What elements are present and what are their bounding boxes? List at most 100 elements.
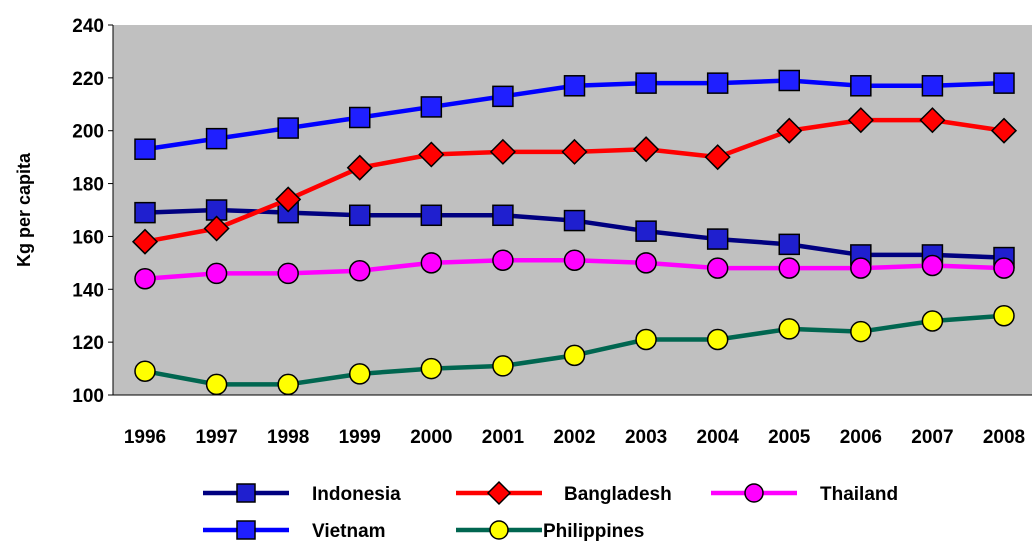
legend-marker-bangladesh	[486, 480, 512, 506]
indonesia-point	[134, 201, 156, 224]
thailand-point	[205, 262, 228, 285]
series-vietnam	[134, 69, 1015, 160]
y-tick-label: 100	[72, 386, 104, 407]
x-tick-label: 1997	[195, 427, 237, 448]
x-tick-label: 2004	[697, 427, 740, 448]
indonesia-point	[706, 228, 729, 250]
bangladesh-point	[418, 141, 445, 168]
vietnam-point	[420, 96, 443, 118]
legend-label-vietnam: Vietnam	[312, 521, 386, 542]
vietnam-point	[635, 72, 657, 94]
bangladesh-point	[561, 138, 588, 165]
series-bangladesh	[131, 107, 1018, 255]
thailand-point	[921, 254, 944, 277]
thailand-point	[492, 249, 514, 271]
x-axis: 1996 1997 1998 1999 2000 2001 2002 2003 2004 2005…	[113, 394, 1032, 448]
philippines-point	[563, 344, 586, 367]
vietnam-point	[492, 85, 514, 108]
vietnam-point	[778, 69, 800, 92]
thailand-point	[563, 249, 586, 271]
bangladesh-point	[776, 117, 803, 144]
x-tick-label: 1999	[339, 427, 381, 448]
thailand-point	[277, 262, 299, 285]
bangladesh-point	[990, 117, 1018, 144]
vietnam-point	[349, 106, 371, 129]
indonesia-point	[420, 204, 443, 227]
legend-marker-indonesia	[236, 483, 256, 503]
bangladesh-point	[919, 107, 946, 134]
legend-label-bangladesh: Bangladesh	[564, 484, 672, 505]
bangladesh-point	[704, 144, 731, 171]
thailand-point	[134, 267, 156, 290]
y-axis: 100 120 140 160 180 200 220 240	[72, 16, 114, 407]
x-tick-label: 2001	[482, 427, 525, 448]
indonesia-point	[349, 204, 371, 227]
thailand-point	[635, 252, 657, 274]
bangladesh-point	[633, 136, 660, 163]
x-tick-label: 2006	[840, 427, 882, 448]
series-thailand	[134, 249, 1015, 290]
philippines-point	[778, 318, 800, 340]
x-tick-label: 2002	[553, 427, 595, 448]
vietnam-point	[563, 75, 586, 97]
philippines-point	[921, 310, 944, 332]
vietnam-point	[205, 127, 228, 150]
philippines-point	[492, 355, 514, 377]
bangladesh-point	[489, 138, 516, 165]
y-tick-label: 140	[72, 280, 104, 301]
bangladesh-point	[275, 186, 302, 213]
indonesia-point	[563, 209, 586, 232]
x-tick-label: 1996	[124, 427, 166, 448]
thailand-point	[778, 257, 800, 279]
thailand-point	[850, 257, 872, 279]
y-tick-label: 200	[72, 122, 104, 143]
bangladesh-point	[346, 154, 373, 181]
philippines-point	[993, 304, 1015, 327]
vietnam-point	[277, 117, 299, 139]
bangladesh-point	[131, 228, 159, 255]
series-layer	[131, 69, 1018, 396]
indonesia-point	[492, 204, 514, 227]
legend-item-bangladesh: Bangladesh	[456, 480, 672, 506]
x-tick-label: 2007	[911, 427, 953, 448]
y-tick-label: 180	[72, 175, 104, 196]
legend-marker-vietnam	[236, 520, 256, 540]
x-tick-label: 2008	[983, 427, 1025, 448]
y-tick-label: 120	[72, 333, 104, 354]
x-tick-label: 1998	[267, 427, 309, 448]
y-tick-label: 220	[72, 69, 104, 90]
philippines-point	[205, 373, 228, 396]
vietnam-point	[921, 75, 944, 97]
philippines-point	[420, 357, 443, 380]
thailand-point	[706, 257, 729, 279]
philippines-point	[850, 320, 872, 343]
legend: Indonesia Bangladesh Thailand Vietnam Philip…	[203, 480, 898, 542]
legend-label-philippines: Philippines	[543, 521, 644, 542]
bangladesh-point	[847, 107, 874, 134]
bangladesh-point	[203, 215, 230, 242]
legend-item-vietnam: Vietnam	[203, 520, 386, 542]
x-tick-label: 2005	[768, 427, 811, 448]
y-tick-label: 160	[72, 227, 104, 248]
series-philippines	[134, 304, 1015, 396]
legend-item-indonesia: Indonesia	[203, 483, 401, 505]
legend-label-indonesia: Indonesia	[312, 484, 401, 505]
philippines-point	[706, 328, 729, 351]
series-indonesia	[134, 199, 1015, 269]
legend-marker-philippines	[489, 520, 509, 540]
vietnam-point	[993, 72, 1015, 94]
x-tick-label: 2000	[410, 427, 452, 448]
y-axis-label: Kg per capita	[14, 152, 34, 267]
philippines-point	[635, 328, 657, 351]
legend-item-philippines: Philippines	[456, 520, 644, 542]
thailand-point	[993, 257, 1015, 279]
vietnam-point	[706, 72, 729, 94]
thailand-point	[420, 252, 443, 274]
philippines-point	[349, 363, 371, 385]
thailand-point	[349, 260, 371, 282]
legend-label-thailand: Thailand	[820, 484, 898, 505]
philippines-point	[277, 373, 299, 396]
x-tick-label: 2003	[625, 427, 667, 448]
y-tick-label: 240	[72, 16, 104, 37]
philippines-point	[134, 360, 156, 382]
